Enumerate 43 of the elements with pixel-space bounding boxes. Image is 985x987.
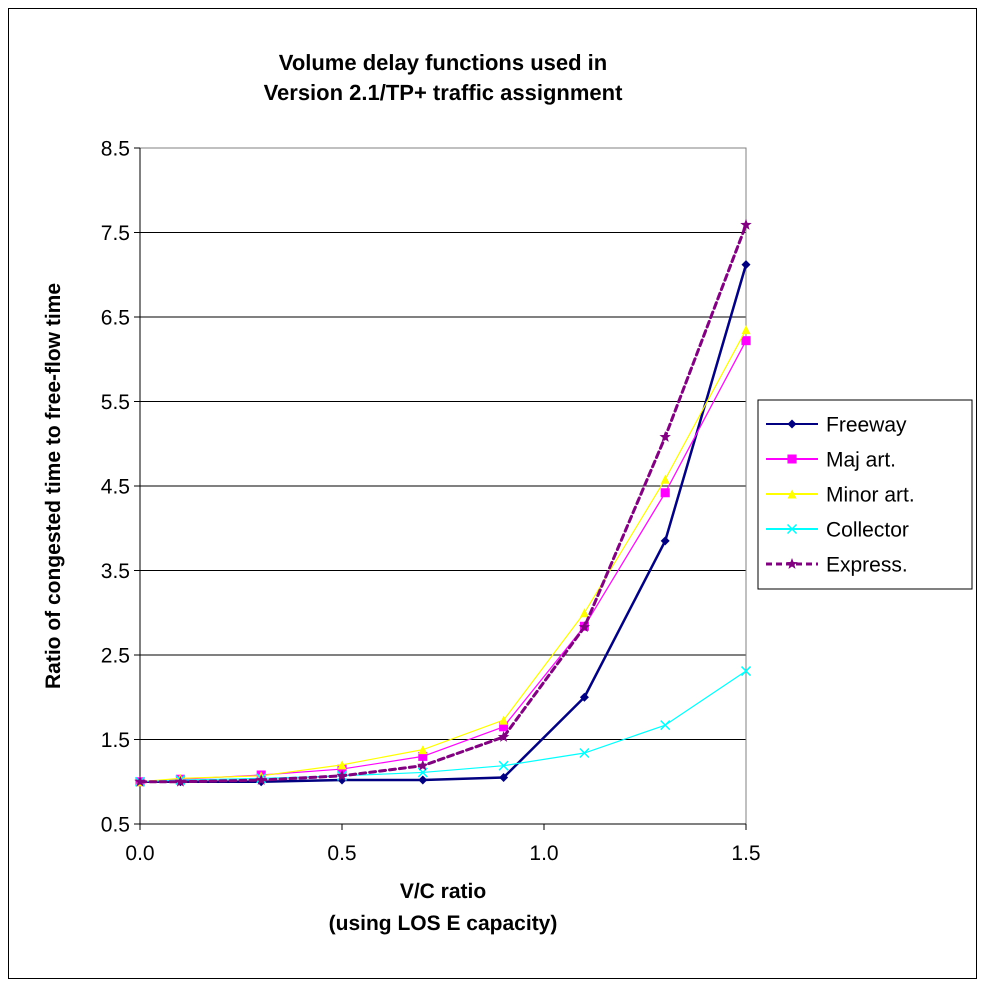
y-tick-label: 7.5 bbox=[100, 222, 130, 245]
point bbox=[742, 325, 750, 334]
y-tick-label: 4.5 bbox=[100, 475, 130, 498]
point bbox=[740, 666, 752, 676]
legend-label: Freeway bbox=[826, 413, 908, 436]
point bbox=[660, 536, 670, 546]
legend-label: Express. bbox=[826, 553, 908, 576]
point bbox=[660, 488, 670, 498]
point bbox=[417, 760, 429, 771]
point bbox=[660, 720, 670, 730]
y-tick-label: 1.5 bbox=[100, 728, 130, 752]
y-tick-label: 3.5 bbox=[100, 560, 130, 583]
x-tick-label: 0.5 bbox=[327, 842, 357, 865]
y-tick-label: 0.5 bbox=[100, 813, 130, 836]
chart-title: Volume delay functions used in Version 2.1/TP+ traffic assignment bbox=[264, 50, 624, 105]
x-tick-label: 1.5 bbox=[731, 842, 761, 865]
y-tick-label: 2.5 bbox=[100, 644, 130, 668]
x-tick-label: 1.0 bbox=[529, 842, 559, 865]
y-tick-label: 5.5 bbox=[100, 390, 130, 414]
y-tick-label: 6.5 bbox=[100, 306, 130, 330]
point bbox=[418, 767, 428, 778]
point bbox=[742, 336, 750, 346]
legend-label: Collector bbox=[826, 518, 909, 542]
point bbox=[499, 716, 508, 725]
point bbox=[338, 760, 346, 770]
y-tick-label: 8.5 bbox=[100, 137, 130, 160]
y-axis-title: Ratio of congested time to free-flow time bbox=[42, 282, 65, 690]
legend-label: Minor art. bbox=[826, 483, 915, 506]
x-axis-title: V/C ratio (using LOS E capacity) bbox=[328, 880, 558, 935]
point bbox=[660, 474, 670, 484]
point bbox=[418, 745, 428, 754]
point bbox=[499, 773, 508, 782]
point bbox=[498, 730, 510, 742]
point bbox=[579, 748, 590, 758]
point bbox=[418, 776, 428, 785]
point bbox=[742, 260, 750, 270]
point bbox=[659, 430, 671, 442]
x-tick-label: 0.0 bbox=[125, 842, 155, 865]
point bbox=[580, 692, 589, 702]
legend-label: Maj art. bbox=[826, 448, 896, 472]
point bbox=[498, 760, 509, 771]
point bbox=[580, 608, 589, 618]
point bbox=[740, 218, 752, 230]
